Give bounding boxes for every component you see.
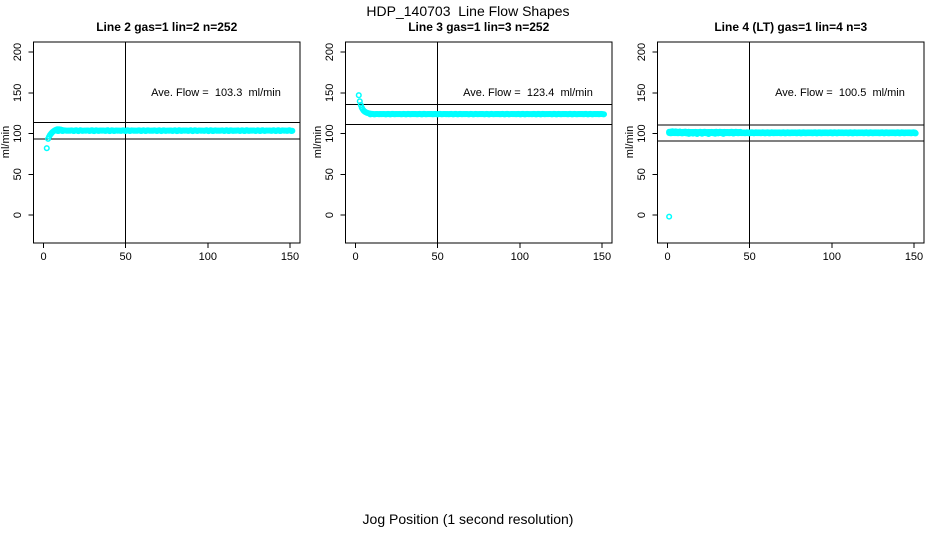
- y-tick-label: 100: [636, 124, 648, 142]
- plot-box: [657, 41, 925, 244]
- ave-flow-annotation: Ave. Flow = 103.3 ml/min: [151, 87, 281, 99]
- y-tick-label: 150: [12, 84, 24, 102]
- x-tick-label: 150: [281, 251, 299, 263]
- y-tick-label: 150: [324, 84, 336, 102]
- x-tick-label: 100: [511, 251, 529, 263]
- data-points: [43, 126, 296, 152]
- y-tick-label: 200: [636, 43, 648, 61]
- y-tick-label: 50: [12, 168, 24, 180]
- x-tick-label: 150: [593, 251, 611, 263]
- ave-flow-annotation: Ave. Flow = 100.5 ml/min: [775, 87, 905, 99]
- panel-title: Line 3 gas=1 lin=3 n=252: [408, 20, 549, 34]
- panels-container: Line 2 gas=1 lin=2 n=252 0 50 100 150 200 ml/m…: [0, 20, 925, 263]
- data-point: [666, 213, 673, 220]
- y-tick-label: 200: [324, 43, 336, 61]
- data-points: [355, 92, 608, 118]
- x-tick-label: 0: [352, 251, 358, 263]
- x-tick-label: 50: [120, 251, 132, 263]
- x-tick-label: 50: [744, 251, 756, 263]
- y-tick-label: 100: [12, 124, 24, 142]
- panel-title: Line 4 (LT) gas=1 lin=4 n=3: [714, 20, 867, 34]
- x-tick-label: 50: [432, 251, 444, 263]
- data-points: [666, 128, 919, 220]
- x-tick-label: 100: [823, 251, 841, 263]
- panel-title: Line 2 gas=1 lin=2 n=252: [96, 20, 237, 34]
- y-tick-label: 50: [636, 168, 648, 180]
- main-title: HDP_140703 Line Flow Shapes: [366, 3, 570, 19]
- data-point: [289, 127, 296, 134]
- x-tick-label: 0: [664, 251, 670, 263]
- panel-plot-3: Line 4 (LT) gas=1 lin=4 n=3 0 50 100 150 200 m…: [624, 20, 925, 263]
- data-point: [600, 111, 608, 118]
- y-tick-label: 200: [12, 43, 24, 61]
- y-tick-label: 50: [324, 168, 336, 180]
- panel-plot-2: Line 3 gas=1 lin=3 n=252 0 50 100 150 200 ml/m…: [312, 20, 613, 263]
- x-tick-label: 0: [40, 251, 46, 263]
- y-tick-label: 0: [324, 212, 336, 218]
- x-tick-label: 150: [905, 251, 923, 263]
- y-tick-label: 0: [636, 212, 648, 218]
- y-axis-title: ml/min: [624, 126, 636, 158]
- y-tick-label: 100: [324, 124, 336, 142]
- data-point: [43, 145, 50, 152]
- y-tick-label: 0: [12, 212, 24, 218]
- x-tick-label: 100: [199, 251, 217, 263]
- plot-box: [345, 41, 613, 244]
- plot-box: [33, 41, 301, 244]
- y-axis-title: ml/min: [0, 126, 12, 158]
- ave-flow-annotation: Ave. Flow = 123.4 ml/min: [463, 87, 593, 99]
- panel-plot-1: Line 2 gas=1 lin=2 n=252 0 50 100 150 200 ml/m…: [0, 20, 301, 263]
- data-point: [911, 129, 919, 136]
- y-tick-label: 150: [636, 84, 648, 102]
- y-axis-title: ml/min: [312, 126, 324, 158]
- x-axis-label: Jog Position (1 second resolution): [362, 511, 574, 527]
- data-point: [355, 92, 362, 99]
